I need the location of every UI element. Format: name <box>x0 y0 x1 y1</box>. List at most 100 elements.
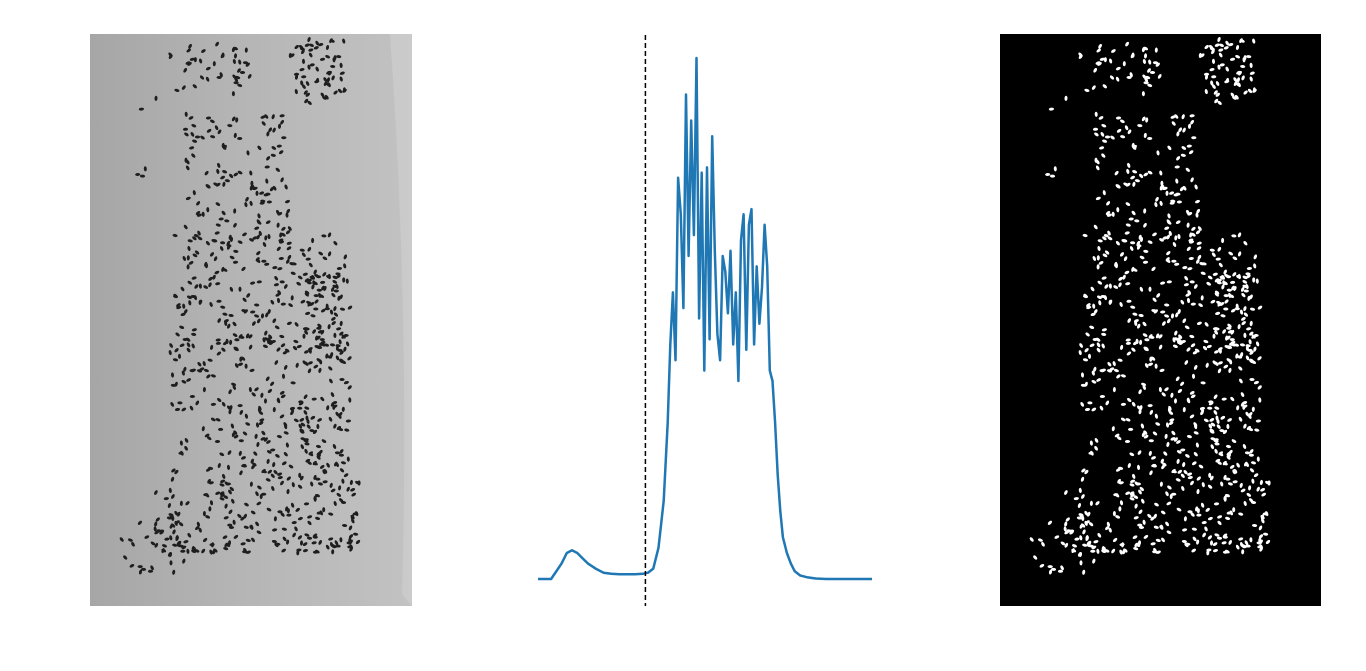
grayscale-seed <box>277 472 283 476</box>
binary-seed <box>1159 368 1165 372</box>
grayscale-seed <box>190 368 196 372</box>
binary-seed <box>1091 407 1097 412</box>
grayscale-seed <box>202 511 206 517</box>
grayscale-seed <box>187 280 193 285</box>
grayscale-seed <box>333 332 337 338</box>
grayscale-seed <box>308 262 313 268</box>
binary-seed <box>1118 481 1124 485</box>
binary-seed <box>1127 318 1132 323</box>
binary-seed <box>1229 342 1235 346</box>
binary-seed <box>1171 430 1176 436</box>
grayscale-seed <box>232 74 237 79</box>
binary-seed <box>1166 280 1172 284</box>
binary-seed <box>1261 492 1267 497</box>
binary-seed <box>1063 526 1067 532</box>
grayscale-seed <box>314 549 320 554</box>
grayscale-seed <box>174 407 181 412</box>
grayscale-seed <box>313 269 317 275</box>
grayscale-seed <box>256 220 262 225</box>
binary-seed <box>1174 262 1180 266</box>
binary-seed <box>1248 453 1254 457</box>
binary-seed <box>1132 181 1136 187</box>
binary-seed <box>1189 280 1195 284</box>
binary-seed <box>1148 362 1153 366</box>
binary-seed <box>1250 500 1257 505</box>
grayscale-seed <box>229 486 234 492</box>
binary-seed <box>1207 535 1213 540</box>
grayscale-seed <box>175 535 179 541</box>
grayscale-seed <box>297 275 303 280</box>
binary-seed <box>1179 186 1184 192</box>
binary-seed <box>1246 492 1252 497</box>
grayscale-seed <box>224 219 230 223</box>
grayscale-seed <box>278 240 285 244</box>
binary-seed <box>1148 59 1152 65</box>
binary-seed <box>1119 302 1123 307</box>
grayscale-seed <box>274 276 279 281</box>
grayscale-seed <box>179 500 183 506</box>
grayscale-seed <box>328 366 333 371</box>
grayscale-seed <box>196 201 201 206</box>
grayscale-seed <box>348 525 353 531</box>
binary-seed <box>1184 276 1189 281</box>
grayscale-seed <box>325 353 329 359</box>
binary-seed <box>1209 475 1214 481</box>
grayscale-seed <box>216 351 222 356</box>
grayscale-seed <box>352 512 358 516</box>
binary-seed <box>1180 473 1185 478</box>
binary-seed <box>1235 54 1241 59</box>
grayscale-seed <box>242 550 248 554</box>
binary-seed <box>1257 305 1263 310</box>
binary-seed <box>1223 474 1227 480</box>
grayscale-seed <box>258 410 264 415</box>
binary-seed <box>1152 297 1157 302</box>
binary-seed <box>1183 470 1188 475</box>
grayscale-seed <box>304 43 310 47</box>
binary-seed <box>1232 272 1237 277</box>
grayscale-seed-photo <box>90 34 412 606</box>
grayscale-seed <box>208 276 213 281</box>
binary-seed <box>1159 200 1163 206</box>
binary-seed <box>1139 255 1145 260</box>
grayscale-seed <box>245 538 251 542</box>
binary-seed <box>1136 464 1141 470</box>
grayscale-seed <box>187 61 192 66</box>
binary-seed <box>1211 49 1215 55</box>
binary-seed <box>1214 330 1219 335</box>
grayscale-seed <box>330 392 335 398</box>
binary-seed <box>1168 421 1174 426</box>
binary-seed <box>1101 328 1107 332</box>
grayscale-seed <box>338 339 342 345</box>
binary-seed <box>1167 485 1172 490</box>
grayscale-seed <box>338 453 344 457</box>
grayscale-seed <box>229 173 234 179</box>
grayscale-seed <box>175 332 180 337</box>
grayscale-seed <box>247 74 252 79</box>
binary-seed <box>1222 535 1228 539</box>
grayscale-seed <box>255 190 259 196</box>
grayscale-seed <box>307 361 313 365</box>
binary-seed <box>1065 517 1070 522</box>
binary-seed <box>1240 401 1245 407</box>
grayscale-seed <box>281 373 286 379</box>
binary-seed <box>1225 66 1229 72</box>
binary-seed <box>1172 242 1177 247</box>
binary-seed <box>1122 549 1126 555</box>
grayscale-seed <box>173 293 178 298</box>
binary-seed <box>1251 360 1257 365</box>
binary-seed <box>1195 442 1199 448</box>
binary-seed <box>1126 168 1130 174</box>
binary-seed <box>1225 477 1231 481</box>
binary-seed <box>1203 72 1210 76</box>
binary-seed <box>1243 55 1247 61</box>
grayscale-seed <box>250 180 254 186</box>
grayscale-seed <box>238 286 242 292</box>
grayscale-seed <box>212 61 216 67</box>
binary-seed <box>1165 190 1169 196</box>
grayscale-seed <box>304 330 309 335</box>
binary-seed <box>1151 464 1157 468</box>
binary-seed <box>1205 362 1209 368</box>
grayscale-seed <box>231 432 236 437</box>
grayscale-seed <box>203 368 209 373</box>
grayscale-seed <box>137 520 143 525</box>
